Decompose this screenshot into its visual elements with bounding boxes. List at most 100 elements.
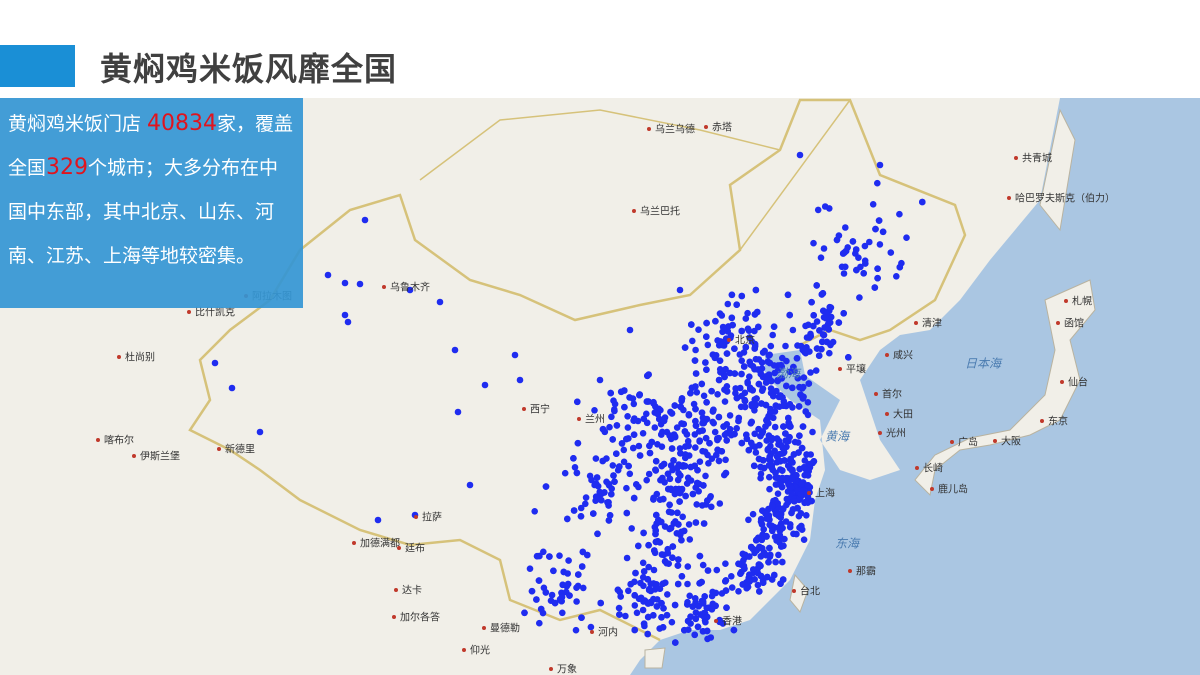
store-dot <box>650 496 657 503</box>
store-dot <box>798 480 805 488</box>
store-dot <box>779 558 786 566</box>
store-dot <box>701 448 709 456</box>
store-dot <box>639 430 647 437</box>
store-dot <box>764 446 772 454</box>
store-dot <box>713 566 721 574</box>
store-dot <box>743 431 750 439</box>
store-dot <box>789 384 796 392</box>
city-marker <box>848 569 852 573</box>
store-dot <box>573 598 580 605</box>
store-dot <box>874 179 881 187</box>
store-dot <box>800 374 808 381</box>
store-dot <box>651 424 659 431</box>
store-dot <box>692 444 699 451</box>
store-dot <box>639 606 647 614</box>
store-dot <box>731 370 739 377</box>
store-dot <box>686 536 694 543</box>
city-marker <box>714 619 718 623</box>
store-dot <box>731 345 738 353</box>
store-dot <box>535 577 543 584</box>
store-dot <box>692 595 699 602</box>
store-dot <box>723 437 730 444</box>
store-dot <box>658 431 665 438</box>
store-dot <box>623 435 630 443</box>
store-dot <box>757 474 764 482</box>
store-dot <box>643 410 650 418</box>
store-dot <box>744 325 752 333</box>
store-dot <box>645 470 653 478</box>
store-dot <box>674 509 681 517</box>
store-dot <box>607 389 614 397</box>
store-dot <box>703 627 711 635</box>
store-dot <box>774 490 782 498</box>
store-dot <box>790 363 797 371</box>
store-dot <box>668 410 676 417</box>
store-dot <box>571 464 579 471</box>
store-dot <box>652 582 660 590</box>
store-dot <box>740 363 748 370</box>
store-dot <box>741 403 749 411</box>
store-dot <box>677 403 684 411</box>
store-dot <box>720 423 727 430</box>
store-dot <box>751 430 758 438</box>
store-dot <box>803 512 810 519</box>
store-dot <box>794 439 802 446</box>
store-dot <box>684 601 691 608</box>
store-dot <box>623 509 631 517</box>
store-dot <box>228 384 236 392</box>
store-dot <box>866 238 873 246</box>
store-dot <box>786 311 793 319</box>
store-dot <box>808 298 815 306</box>
store-dot <box>733 425 740 432</box>
sea-label: 黄海 <box>825 430 851 444</box>
store-dot <box>635 542 642 550</box>
store-dot <box>722 560 729 567</box>
store-dot <box>824 321 832 328</box>
store-dot <box>835 319 843 326</box>
store-dot <box>800 536 808 543</box>
store-dot <box>575 571 582 578</box>
store-dot <box>719 323 727 331</box>
store-dot <box>686 592 693 600</box>
store-dot <box>406 286 414 294</box>
store-dot <box>722 578 729 585</box>
store-dot <box>766 544 773 552</box>
city-label: 香港 <box>722 616 742 628</box>
city-marker <box>462 648 466 652</box>
store-dot <box>648 438 656 446</box>
store-dot <box>750 566 757 573</box>
store-dot <box>666 525 673 533</box>
store-dot <box>694 466 701 474</box>
store-dot <box>808 497 815 505</box>
store-dot <box>741 397 749 405</box>
store-dot <box>758 400 765 407</box>
store-dot <box>674 464 681 472</box>
store-dot <box>798 522 805 530</box>
store-dot <box>746 358 753 366</box>
store-dot <box>669 554 676 561</box>
store-dots <box>211 151 926 646</box>
store-dot <box>755 425 762 433</box>
store-dot <box>717 368 724 376</box>
store-dot <box>785 462 792 469</box>
store-dot <box>540 548 547 556</box>
store-dot <box>756 441 763 449</box>
store-dot <box>613 450 620 458</box>
store-dot <box>633 481 640 488</box>
store-dot <box>822 314 830 322</box>
store-dot <box>751 327 758 335</box>
city-marker <box>392 615 396 619</box>
store-dot <box>694 479 701 487</box>
store-dot <box>630 431 638 439</box>
store-dot <box>341 279 349 287</box>
store-dot <box>819 338 826 346</box>
store-dot <box>679 513 686 521</box>
city-label: 杜尚别 <box>125 351 155 364</box>
city-label: 东京 <box>1048 415 1068 428</box>
store-dot <box>820 245 828 252</box>
store-dot <box>740 562 748 570</box>
store-dot <box>814 206 822 214</box>
store-dot <box>659 624 667 631</box>
store-dot <box>776 457 783 465</box>
store-dot <box>726 369 734 377</box>
